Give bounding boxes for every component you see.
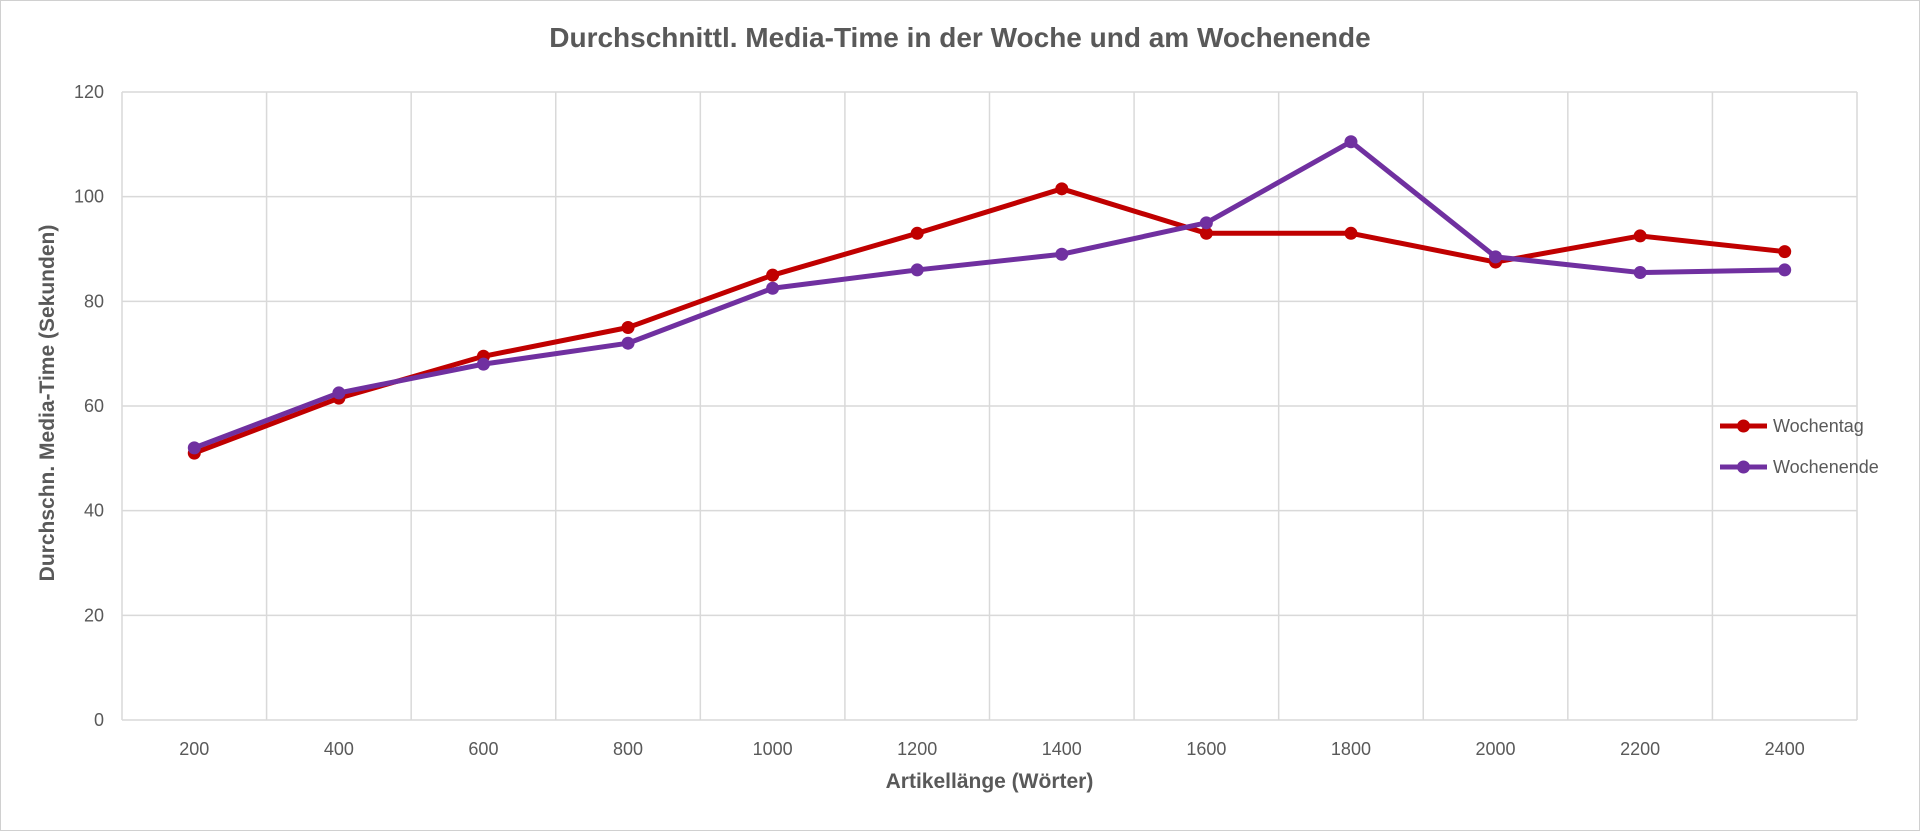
x-tick-label: 1800 xyxy=(1331,739,1371,759)
data-point xyxy=(1778,263,1792,277)
series-layer xyxy=(187,135,1792,460)
chart-title: Durchschnittl. Media-Time in der Woche u… xyxy=(549,22,1371,53)
x-tick-label: 1200 xyxy=(897,739,937,759)
data-point xyxy=(476,357,490,371)
y-tick-label: 60 xyxy=(84,396,104,416)
data-point xyxy=(1633,266,1647,280)
legend-label: Wochenende xyxy=(1773,457,1879,477)
data-point xyxy=(1633,229,1647,243)
x-tick-label: 2400 xyxy=(1765,739,1805,759)
legend-item-wochentag: Wochentag xyxy=(1720,416,1864,436)
data-point xyxy=(910,226,924,240)
data-point xyxy=(766,281,780,295)
x-tick-label: 800 xyxy=(613,739,643,759)
data-point xyxy=(1055,182,1069,196)
legend: Wochentag Wochenende xyxy=(1720,416,1879,477)
legend-item-wochenende: Wochenende xyxy=(1720,457,1879,477)
y-tick-label: 0 xyxy=(94,710,104,730)
y-tick-label: 40 xyxy=(84,501,104,521)
data-point xyxy=(1344,135,1358,149)
data-point xyxy=(1199,226,1213,240)
y-tick-label: 120 xyxy=(74,82,104,102)
data-point xyxy=(621,321,635,334)
x-tick-label: 2000 xyxy=(1476,739,1516,759)
x-axis-label: Artikellänge (Wörter) xyxy=(885,770,1094,793)
y-tick-label: 100 xyxy=(74,187,104,207)
data-point xyxy=(187,441,201,455)
data-point xyxy=(621,336,635,350)
x-tick-label: 600 xyxy=(468,739,498,759)
x-tick-label: 200 xyxy=(179,739,209,759)
data-point xyxy=(766,268,780,282)
legend-label: Wochentag xyxy=(1773,416,1864,436)
data-point xyxy=(1489,250,1503,264)
x-tick-label: 2200 xyxy=(1620,739,1660,759)
data-point xyxy=(910,263,924,277)
data-point xyxy=(1055,247,1069,261)
data-point xyxy=(1344,226,1358,240)
grid-lines xyxy=(121,91,1858,721)
y-tick-label: 20 xyxy=(84,605,104,625)
x-tick-label: 400 xyxy=(324,739,354,759)
x-tick-label: 1400 xyxy=(1042,739,1082,759)
y-tick-label: 80 xyxy=(84,291,104,311)
series-line xyxy=(191,139,1788,451)
data-point xyxy=(332,386,346,400)
legend-swatch-marker xyxy=(1737,460,1750,474)
data-point xyxy=(1199,216,1213,230)
x-tick-label: 1000 xyxy=(753,739,793,759)
data-point xyxy=(1778,245,1792,259)
series-wochenende xyxy=(187,135,1792,455)
x-axis-ticks: 200 400 600 800 1000 1200 1400 1600 1800 2000 2200… xyxy=(179,739,1804,759)
x-tick-label: 1600 xyxy=(1186,739,1226,759)
legend-swatch-marker xyxy=(1737,419,1750,433)
y-axis-ticks: 0 20 40 60 80 100 120 xyxy=(74,82,104,730)
